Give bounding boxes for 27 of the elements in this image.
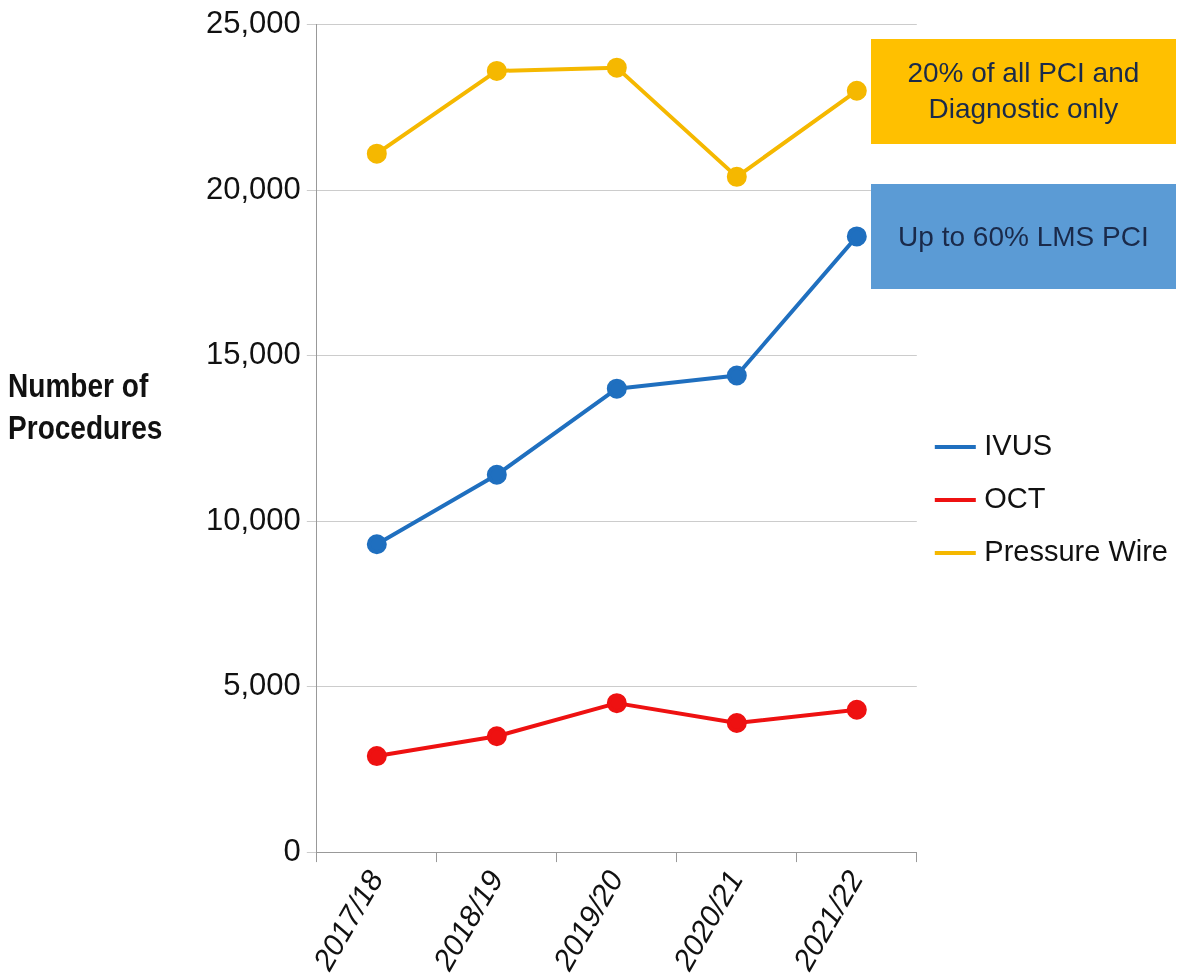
point <box>846 226 867 247</box>
y-tick-label: 20,000 <box>205 170 301 206</box>
point <box>366 746 387 767</box>
note-box: 20% of all PCI and Diagnostic only <box>870 38 1176 144</box>
legend-label: IVUS <box>984 429 1052 461</box>
point <box>846 80 867 101</box>
legend-label: Pressure Wire <box>984 535 1168 567</box>
point <box>846 699 867 720</box>
point <box>726 166 747 187</box>
point <box>366 534 387 555</box>
note-box: Up to 60% LMS PCI <box>870 184 1176 290</box>
y-tick-label: 15,000 <box>205 336 301 372</box>
y-tick-label: 0 <box>283 832 301 868</box>
y-tick-label: 10,000 <box>205 501 301 537</box>
point <box>606 57 627 78</box>
point <box>726 365 747 386</box>
y-tick-label: 5,000 <box>223 667 301 703</box>
point <box>486 464 507 485</box>
point <box>606 693 627 714</box>
legend-label: OCT <box>984 482 1046 514</box>
point <box>606 378 627 399</box>
point <box>486 60 507 81</box>
point <box>366 143 387 164</box>
y-axis-title: Number of Procedures <box>8 366 164 448</box>
point <box>486 726 507 747</box>
y-tick-label: 25,000 <box>205 5 301 41</box>
point <box>726 713 747 733</box>
